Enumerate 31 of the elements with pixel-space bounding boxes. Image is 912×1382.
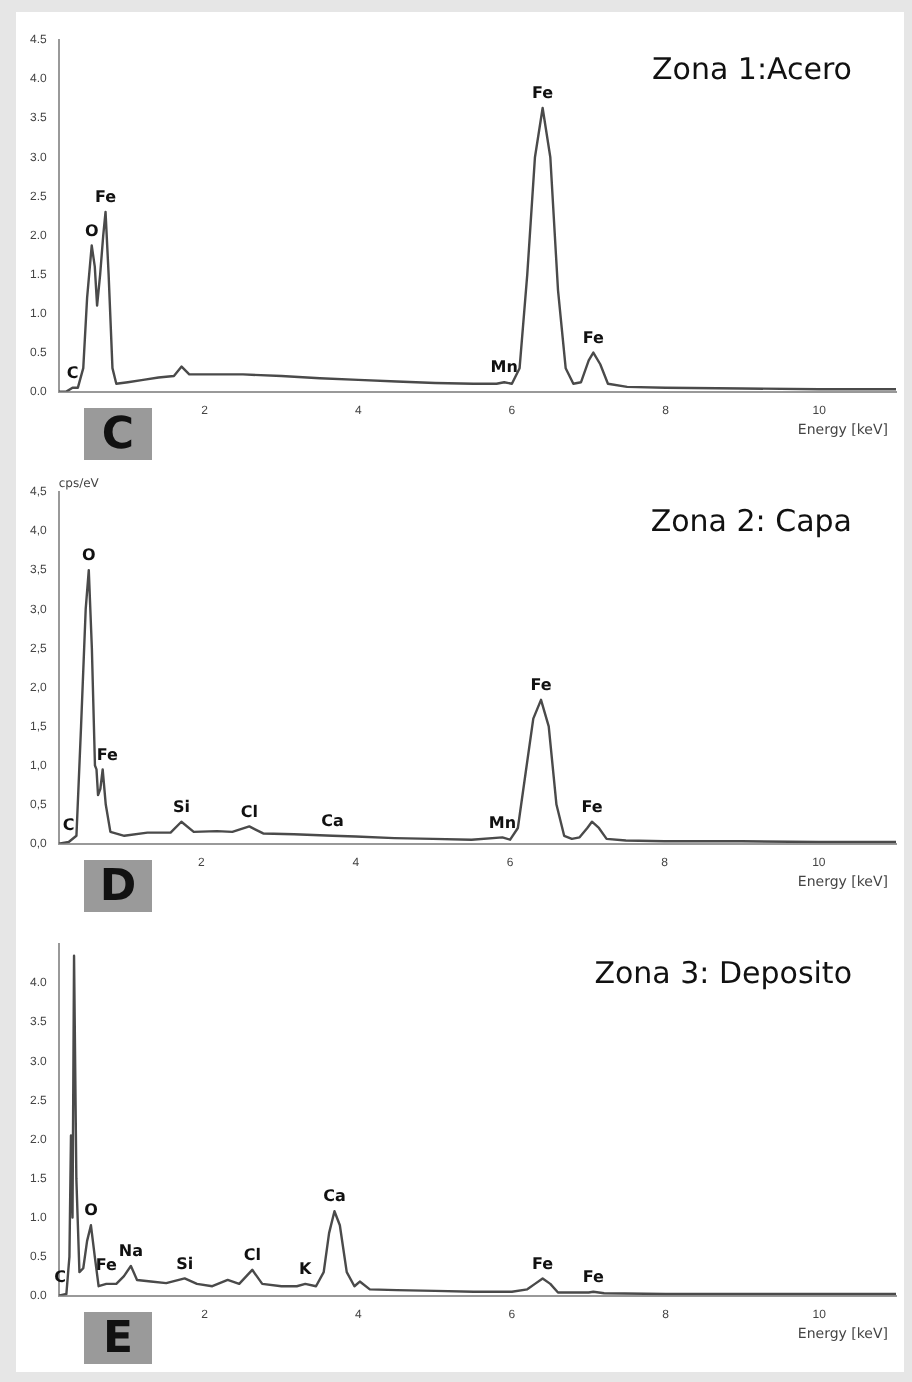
annotation: Fe xyxy=(532,84,555,103)
annotation: Fe xyxy=(530,675,553,694)
annotation: Cl xyxy=(243,1245,262,1264)
chart-title: Zona 2: Capa xyxy=(650,502,852,539)
annotation: Fe xyxy=(96,745,119,764)
annotation: Mn xyxy=(490,358,519,377)
annotation: Fe xyxy=(582,1267,606,1286)
annotation: Fe xyxy=(581,797,604,816)
annotation: C xyxy=(66,363,79,382)
annotation: O xyxy=(84,221,99,240)
annotation: Fe xyxy=(582,328,606,347)
annotation: C xyxy=(54,1267,67,1286)
annotation: Mn xyxy=(488,813,517,832)
annotation: Fe xyxy=(95,1256,119,1275)
annotation: Na xyxy=(118,1242,143,1261)
annotation: Cl xyxy=(240,802,259,821)
annotation: O xyxy=(81,546,96,565)
text: C xyxy=(84,408,152,460)
annotation: Fe xyxy=(532,1254,555,1273)
text: E xyxy=(84,1312,152,1364)
annotation: O xyxy=(84,1201,99,1220)
annotation: Ca xyxy=(323,1187,346,1206)
annotation: Si xyxy=(176,1254,194,1273)
annotation: Fe xyxy=(94,188,118,207)
annotation: K xyxy=(299,1260,314,1279)
text: D xyxy=(84,860,152,912)
annotation: Ca xyxy=(321,811,344,830)
chart-title: Zona 1:Acero xyxy=(651,50,852,87)
chart-title: Zona 3: Deposito xyxy=(594,954,852,991)
annotation: C xyxy=(62,815,75,834)
annotation: Si xyxy=(172,797,191,816)
